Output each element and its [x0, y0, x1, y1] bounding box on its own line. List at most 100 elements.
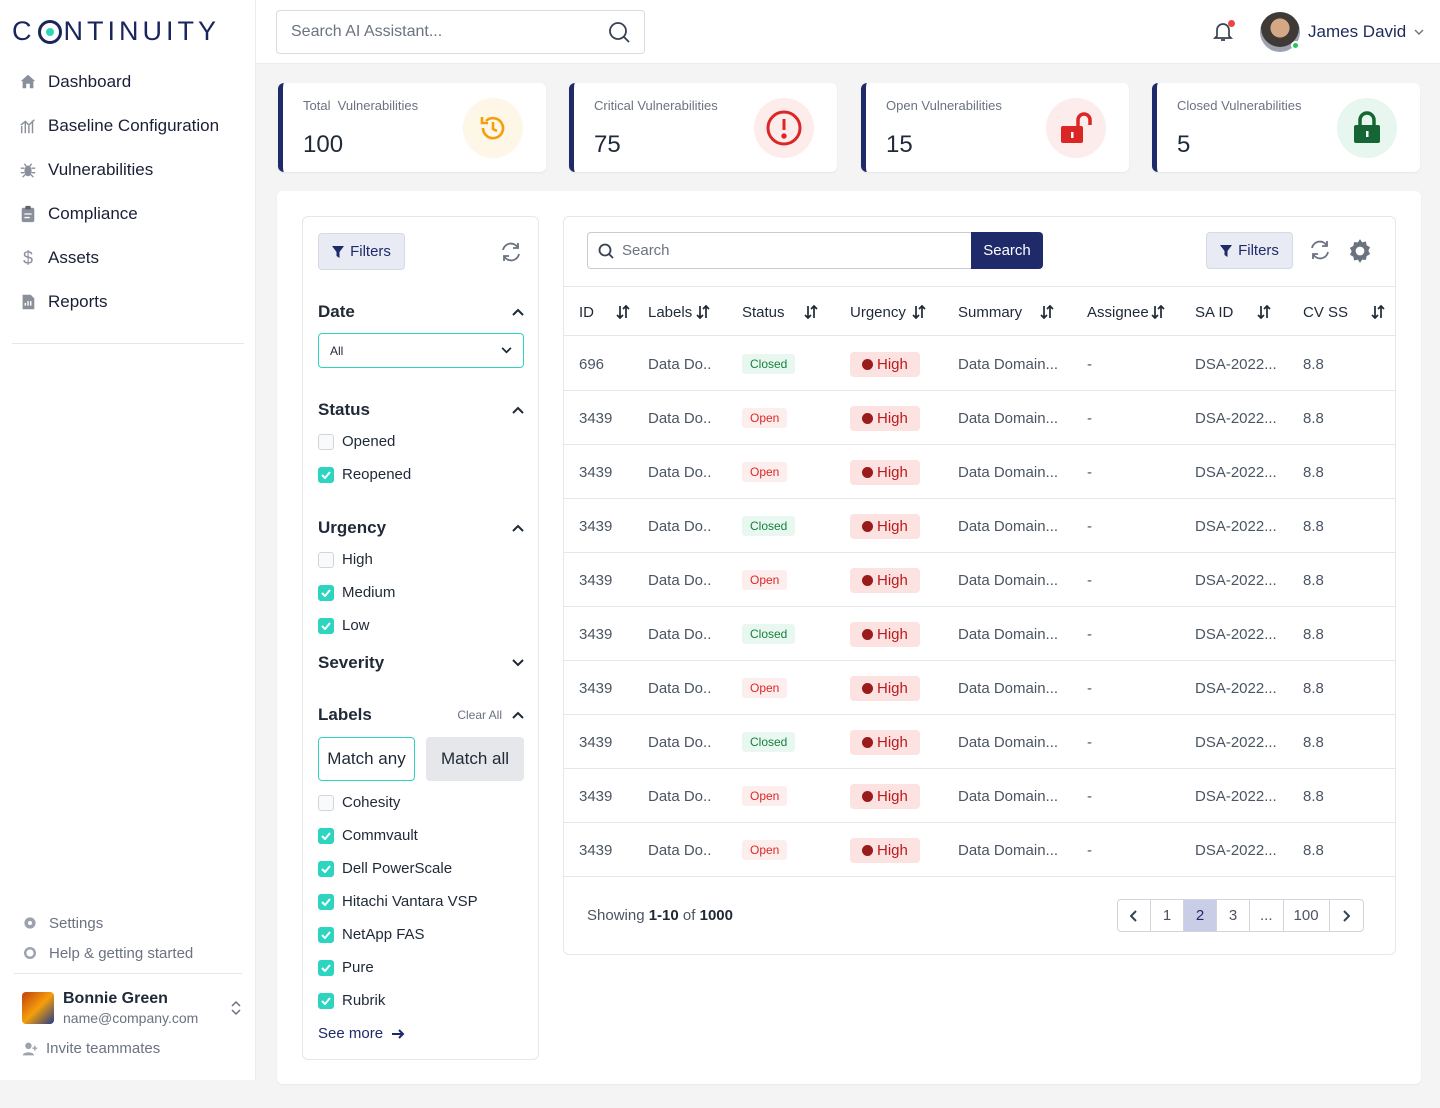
filters-button[interactable]: Filters: [318, 233, 405, 270]
next-page-button[interactable]: [1330, 900, 1363, 931]
table-row[interactable]: 3439 Data Do.. Open High Data Domain... - DSA-…: [564, 553, 1395, 607]
column-header[interactable]: ID: [579, 287, 630, 337]
sort-icon[interactable]: [912, 304, 926, 320]
label-option-cohesity[interactable]: Cohesity: [318, 794, 400, 811]
page-button[interactable]: 1: [1151, 900, 1184, 931]
column-header[interactable]: CV SS: [1303, 287, 1385, 337]
sidebar-item-vulnerabilities[interactable]: Vulnerabilities: [18, 148, 248, 192]
chevron-updown-icon[interactable]: [230, 1000, 242, 1016]
table-row[interactable]: 3439 Data Do.. Closed High Data Domain... - DS…: [564, 499, 1395, 553]
column-header[interactable]: Status: [742, 287, 818, 337]
help-link[interactable]: Help & getting started: [22, 938, 242, 968]
checkbox[interactable]: [318, 992, 334, 1009]
table-row[interactable]: 696 Data Do.. Closed High Data Domain... - DSA…: [564, 337, 1395, 391]
date-select[interactable]: All: [318, 333, 524, 368]
search-button[interactable]: Search: [971, 232, 1043, 269]
severity-section-header[interactable]: Severity: [318, 653, 524, 673]
sort-icon[interactable]: [1257, 304, 1271, 320]
sort-icon[interactable]: [1151, 304, 1165, 320]
status-option-reopened[interactable]: Reopened: [318, 466, 411, 483]
prev-page-button[interactable]: [1118, 900, 1151, 931]
sidebar-item-dashboard[interactable]: Dashboard: [18, 60, 248, 104]
checkbox[interactable]: [318, 433, 334, 450]
sidebar-item-assets[interactable]: $ Assets: [18, 236, 248, 280]
status-section-header[interactable]: Status: [318, 400, 524, 420]
checkbox[interactable]: [318, 827, 334, 844]
sort-icon[interactable]: [804, 304, 818, 320]
settings-gear-icon[interactable]: [1347, 238, 1373, 264]
table-row[interactable]: 3439 Data Do.. Open High Data Domain... - DSA-…: [564, 391, 1395, 445]
table-row[interactable]: 3439 Data Do.. Open High Data Domain... - DSA-…: [564, 769, 1395, 823]
checkbox[interactable]: [318, 893, 334, 910]
page-button[interactable]: 100: [1284, 900, 1330, 931]
continuity-logo[interactable]: C NTINUITY: [12, 16, 220, 46]
ai-search-input[interactable]: [291, 23, 608, 41]
cell-id: 3439: [579, 625, 613, 643]
match-all-button[interactable]: Match all: [426, 737, 524, 781]
showing-total: 1000: [699, 907, 733, 924]
cell-labels: Data Do..: [648, 625, 712, 643]
table-row[interactable]: 3439 Data Do.. Open High Data Domain... - DSA-…: [564, 823, 1395, 877]
date-section-header[interactable]: Date: [318, 302, 524, 322]
chevron-up-icon[interactable]: [512, 711, 524, 719]
label-option-commvault[interactable]: Commvault: [318, 827, 418, 844]
sidebar-item-compliance[interactable]: Compliance: [18, 192, 248, 236]
table-search-input[interactable]: [622, 242, 962, 259]
column-header[interactable]: Summary: [958, 287, 1054, 337]
user-menu[interactable]: James David: [1260, 12, 1424, 52]
urgency-option-medium[interactable]: Medium: [318, 584, 395, 601]
settings-label: Settings: [49, 914, 104, 932]
invite-teammates-link[interactable]: Invite teammates: [22, 1040, 160, 1057]
refresh-icon[interactable]: [1309, 239, 1331, 261]
page-button[interactable]: ...: [1250, 900, 1284, 931]
match-any-button[interactable]: Match any: [318, 737, 415, 781]
checkbox[interactable]: [318, 617, 334, 634]
page-button[interactable]: 3: [1217, 900, 1250, 931]
sidebar-item-baseline-configuration[interactable]: Baseline Configuration: [18, 104, 248, 148]
table-row[interactable]: 3439 Data Do.. Open High Data Domain... - DSA-…: [564, 445, 1395, 499]
refresh-icon[interactable]: [500, 241, 522, 263]
column-header[interactable]: Assignee: [1087, 287, 1165, 337]
checkbox[interactable]: [318, 959, 334, 976]
sidebar-item-reports[interactable]: Reports: [18, 280, 248, 324]
chart-icon: [18, 116, 38, 136]
checkbox[interactable]: [318, 466, 334, 483]
page-button[interactable]: 2: [1184, 900, 1217, 931]
status-option-opened[interactable]: Opened: [318, 433, 395, 450]
checkbox[interactable]: [318, 551, 334, 568]
sort-icon[interactable]: [1371, 304, 1385, 320]
notifications-button[interactable]: [1212, 20, 1235, 42]
table-row[interactable]: 3439 Data Do.. Closed High Data Domain... - DS…: [564, 607, 1395, 661]
label-option-rubrik[interactable]: Rubrik: [318, 992, 385, 1009]
table-row[interactable]: 3439 Data Do.. Closed High Data Domain... - DS…: [564, 715, 1395, 769]
status-badge: Open: [742, 786, 788, 806]
urgency-dot-icon: [862, 412, 873, 424]
search-icon[interactable]: [608, 21, 630, 43]
urgency-option-low[interactable]: Low: [318, 617, 370, 634]
table-row[interactable]: 3439 Data Do.. Open High Data Domain... - DSA-…: [564, 661, 1395, 715]
table-filters-button[interactable]: Filters: [1206, 232, 1293, 269]
clear-all-link[interactable]: Clear All: [457, 708, 502, 722]
see-more-link[interactable]: See more: [318, 1025, 405, 1042]
sort-icon[interactable]: [1040, 304, 1054, 320]
checkbox[interactable]: [318, 794, 334, 811]
urgency-section-header[interactable]: Urgency: [318, 518, 524, 538]
cell-cvss: 8.8: [1303, 355, 1324, 373]
checkbox[interactable]: [318, 860, 334, 877]
column-header[interactable]: Labels: [648, 287, 710, 337]
label-option-netapp[interactable]: NetApp FAS: [318, 926, 425, 943]
urgency-option-high[interactable]: High: [318, 551, 373, 568]
label-option-dell-powerscale[interactable]: Dell PowerScale: [318, 860, 452, 877]
column-header[interactable]: Urgency: [850, 287, 926, 337]
column-header[interactable]: SA ID: [1195, 287, 1271, 337]
cell-assignee: -: [1087, 625, 1092, 643]
label-option-hitachi[interactable]: Hitachi Vantara VSP: [318, 893, 478, 910]
stat-card-critical: Critical Vulnerabilities 75: [569, 83, 837, 172]
settings-link[interactable]: Settings: [22, 908, 242, 938]
checkbox[interactable]: [318, 584, 334, 601]
checkbox[interactable]: [318, 926, 334, 943]
current-user-card[interactable]: Bonnie Green name@company.com: [22, 990, 242, 1026]
sort-icon[interactable]: [616, 304, 630, 320]
label-option-pure[interactable]: Pure: [318, 959, 374, 976]
sort-icon[interactable]: [696, 304, 710, 320]
